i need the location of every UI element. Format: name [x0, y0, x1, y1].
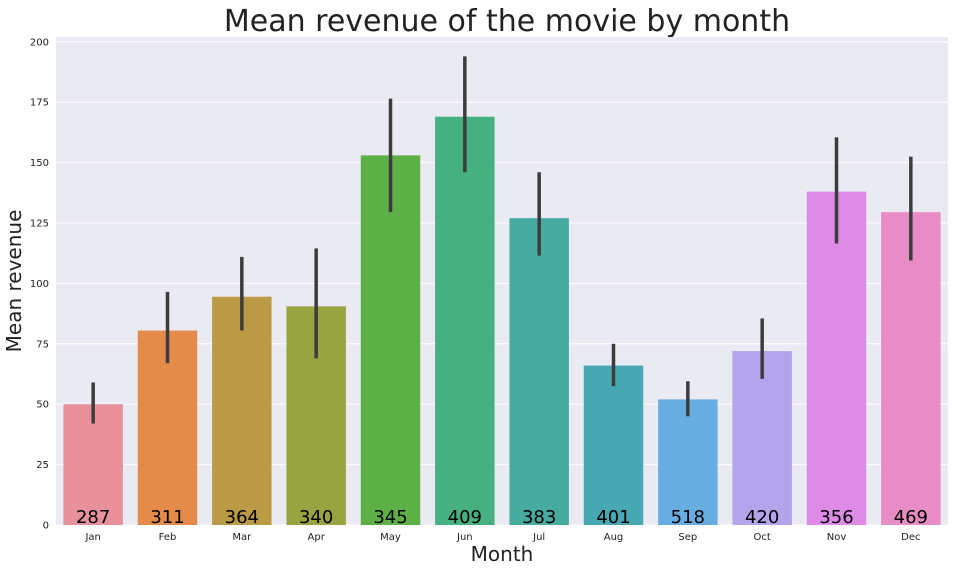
y-tick-label: 175: [30, 98, 49, 109]
x-tick-labels: Jan Feb Mar Apr May Jun Jul Aug Sep Oct Nov Dec: [84, 532, 920, 543]
x-tick-label: Sep: [678, 532, 697, 543]
bar-jan: [63, 404, 123, 525]
x-tick-label: Aug: [604, 532, 624, 543]
bar-mar: [212, 296, 272, 525]
count-label-mar: 364: [225, 507, 259, 528]
y-tick-labels: 0 25 50 75 100 125 150 175 200: [30, 37, 49, 531]
y-tick-label: 25: [36, 460, 49, 471]
plot-area: [56, 37, 948, 525]
bar-jun: [435, 116, 495, 525]
count-label-feb: 311: [150, 507, 184, 528]
y-axis-label: Mean revenue: [2, 210, 26, 353]
y-tick-label: 125: [30, 219, 49, 230]
y-tick-label: 50: [36, 400, 49, 411]
count-label-apr: 340: [299, 507, 333, 528]
count-label-aug: 401: [596, 507, 630, 528]
x-tick-label: Jan: [84, 532, 100, 543]
count-label-jun: 409: [448, 507, 482, 528]
bar-aug: [583, 365, 644, 525]
x-tick-label: Feb: [159, 532, 177, 543]
count-label-dec: 469: [894, 507, 928, 528]
x-tick-label: Dec: [901, 532, 920, 543]
x-tick-label: Jun: [456, 532, 473, 543]
x-tick-label: Jul: [532, 532, 545, 543]
y-tick-label: 75: [36, 339, 49, 350]
y-tick-label: 150: [30, 158, 49, 169]
y-tick-label: 200: [30, 37, 49, 48]
count-label-jan: 287: [76, 507, 110, 528]
gridlines: [56, 41, 948, 526]
bar-sep: [658, 399, 718, 525]
bar-dec: [881, 212, 941, 526]
bar-oct: [732, 351, 792, 525]
bars: [63, 116, 941, 526]
bar-jul: [509, 218, 569, 526]
count-label-nov: 356: [819, 507, 853, 528]
error-bars: [91, 56, 913, 424]
x-tick-label: May: [380, 532, 401, 543]
x-tick-label: Nov: [827, 532, 847, 543]
count-label-jul: 383: [522, 507, 556, 528]
bar-may: [360, 155, 421, 526]
y-tick-label: 0: [43, 521, 49, 532]
x-tick-label: Mar: [232, 532, 252, 543]
x-tick-label: Apr: [308, 532, 326, 543]
count-label-sep: 518: [671, 507, 705, 528]
y-tick-label: 100: [30, 279, 49, 290]
bar-nov: [806, 191, 867, 525]
x-tick-label: Oct: [754, 532, 771, 543]
count-labels: 287 311 364 340 345 409 383 401 518 420 356 469: [76, 507, 928, 528]
count-label-may: 345: [373, 507, 407, 528]
x-axis-label: Month: [471, 542, 534, 566]
count-label-oct: 420: [745, 507, 779, 528]
chart-title: Mean revenue of the movie by month: [224, 4, 790, 39]
